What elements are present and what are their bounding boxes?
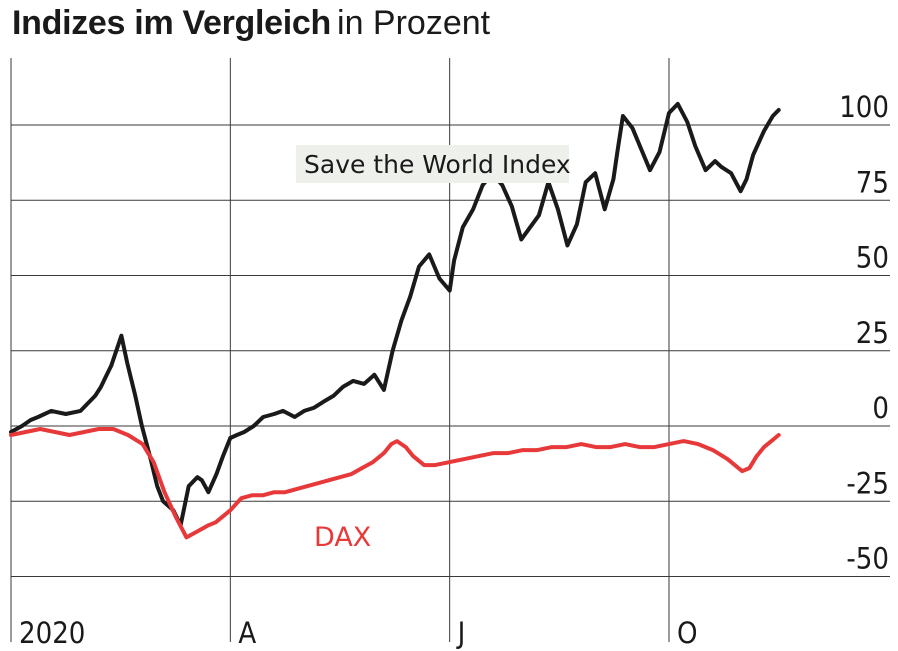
y-tick-label: -50 bbox=[846, 542, 889, 576]
x-tick-label: 2020 bbox=[19, 616, 85, 650]
dax-line bbox=[9, 427, 781, 540]
chart-subtitle: in Prozent bbox=[337, 4, 491, 42]
save-the-world-index-line bbox=[9, 101, 781, 528]
x-tick-label: O bbox=[677, 616, 698, 650]
series-label-save-the-world-index: Save the World Index bbox=[304, 150, 571, 179]
x-tick-label: J bbox=[456, 616, 466, 650]
y-tick-label: 100 bbox=[839, 90, 889, 124]
y-tick-label: 75 bbox=[856, 165, 889, 199]
series-label-dax: DAX bbox=[314, 522, 371, 553]
chart-title: Indizes im Vergleich bbox=[12, 4, 332, 42]
chart-title-row: Indizes im Vergleich in Prozent bbox=[12, 4, 490, 43]
y-tick-label: 25 bbox=[856, 316, 889, 350]
y-tick-label: 0 bbox=[872, 391, 889, 425]
y-tick-label: -25 bbox=[846, 466, 889, 500]
y-tick-label: 50 bbox=[856, 241, 889, 275]
series-label-box bbox=[296, 145, 569, 183]
x-tick-label: A bbox=[238, 616, 256, 650]
